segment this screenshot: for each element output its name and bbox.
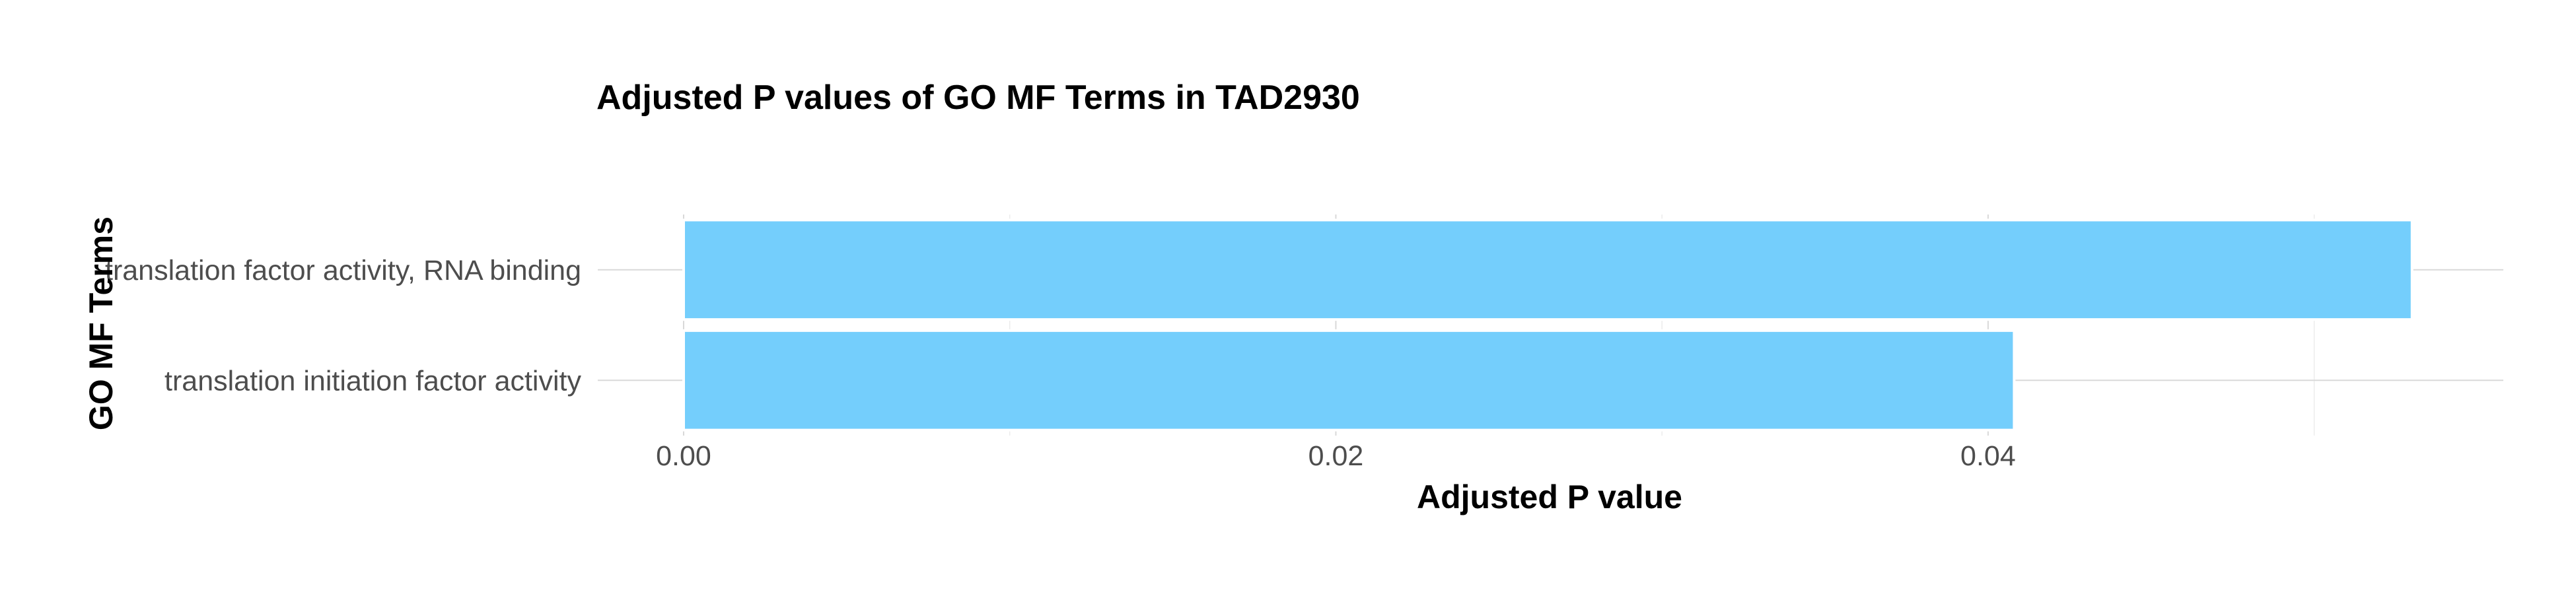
x-tick-label: 0.04 [1960, 440, 2016, 472]
bar [682, 218, 2414, 321]
y-category-label: translation initiation factor activity [164, 365, 581, 397]
x-tick-label: 0.00 [656, 440, 711, 472]
x-axis-ticks: 0.00 0.02 0.04 [656, 440, 2016, 472]
bar [682, 329, 2016, 432]
y-category-label: translation factor activity, RNA binding [105, 255, 581, 286]
y-axis-title: GO MF Terms [83, 216, 120, 430]
x-axis-title: Adjusted P value [1417, 478, 1682, 515]
bars [682, 218, 2414, 432]
x-tick-label: 0.02 [1308, 440, 1364, 472]
y-axis-categories: translation factor activity, RNA binding… [105, 255, 581, 397]
chart-title: Adjusted P values of GO MF Terms in TAD2… [596, 79, 1360, 117]
